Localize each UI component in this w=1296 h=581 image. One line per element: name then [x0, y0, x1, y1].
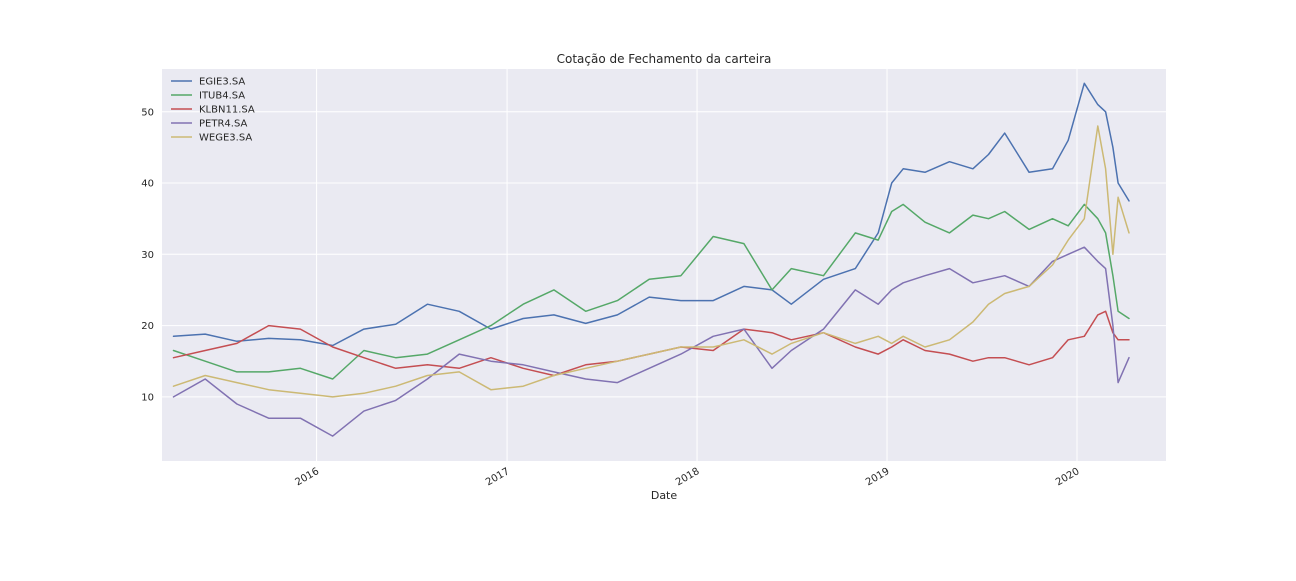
- series-line-klbn11-sa: [172, 310, 1130, 377]
- y-tick-label: 50: [141, 107, 154, 118]
- y-tick-label: 10: [141, 392, 154, 403]
- series-lines: [172, 82, 1130, 437]
- y-tick-label: 40: [141, 179, 154, 190]
- grid: [162, 69, 1166, 461]
- legend-label-egie3-sa: EGIE3.SA: [199, 77, 245, 88]
- x-tick-label: 2020: [1054, 466, 1082, 488]
- plot-area: [162, 69, 1166, 461]
- series-line-egie3-sa: [172, 82, 1130, 347]
- x-axis-label: Date: [651, 489, 678, 502]
- legend-label-klbn11-sa: KLBN11.SA: [199, 105, 255, 116]
- series-line-petr4-sa: [172, 246, 1130, 437]
- legend-label-wege3-sa: WEGE3.SA: [199, 133, 252, 144]
- series-line-itub4-sa: [172, 203, 1130, 380]
- legend: EGIE3.SA ITUB4.SA KLBN11.SA PETR4.SA WEGE3.S…: [171, 77, 255, 144]
- series-line-wege3-sa: [172, 125, 1130, 398]
- legend-label-itub4-sa: ITUB4.SA: [199, 91, 245, 102]
- x-tick-label: 2019: [864, 466, 892, 488]
- legend-label-petr4-sa: PETR4.SA: [199, 119, 247, 130]
- x-tick-label: 2017: [484, 466, 512, 488]
- x-tick-label: 2018: [674, 466, 702, 488]
- x-tick-label: 2016: [294, 466, 322, 488]
- chart-title: Cotação de Fechamento da carteira: [557, 52, 772, 66]
- y-tick-label: 20: [141, 321, 154, 332]
- y-tick-label: 30: [141, 250, 154, 261]
